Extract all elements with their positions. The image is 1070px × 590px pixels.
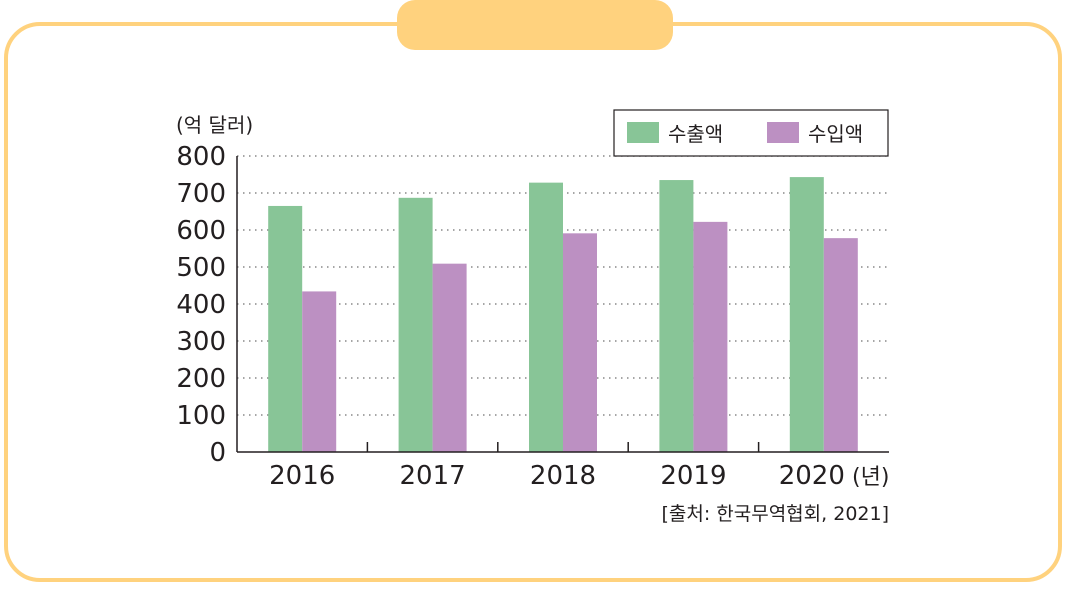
y-tick-label: 600 — [176, 216, 226, 246]
legend-label-export: 수출액 — [668, 122, 723, 146]
legend-box — [613, 109, 889, 157]
y-tick-label: 100 — [176, 401, 226, 431]
legend-swatch-export — [627, 122, 659, 143]
legend-label-import: 수입액 — [808, 122, 863, 146]
export-bar — [789, 177, 824, 452]
export-bar — [659, 180, 694, 453]
y-tick-label: 300 — [176, 327, 226, 357]
y-tick-label: 0 — [209, 438, 226, 468]
import-bar — [563, 233, 597, 452]
import-bar — [693, 221, 728, 452]
legend-swatch-import — [767, 122, 799, 143]
y-tick-label: 500 — [176, 253, 226, 283]
import-bar — [823, 238, 858, 452]
x-tick-label: 2018 — [530, 461, 596, 491]
x-tick-label: 2016 — [269, 461, 335, 491]
bars — [268, 177, 858, 453]
x-tick-label: 2017 — [400, 461, 466, 491]
title-tab — [397, 0, 673, 50]
x-tick-labels: 2016 2017 2018 2019 2020 — [269, 461, 845, 491]
x-axis-unit-label: (년) — [852, 465, 889, 490]
import-bar — [302, 291, 337, 452]
import-bar — [432, 263, 467, 452]
x-tick-marks — [366, 442, 760, 452]
x-tick-label: 2020 — [779, 461, 845, 491]
y-tick-label: 200 — [176, 364, 226, 394]
x-tick-label: 2019 — [660, 461, 726, 491]
source-note: [출처: 한국무역협회, 2021] — [661, 503, 889, 525]
export-bar — [529, 182, 563, 452]
y-tick-label: 800 — [176, 142, 226, 172]
axes — [236, 156, 889, 453]
y-tick-label: 400 — [176, 290, 226, 320]
export-bar — [268, 205, 303, 452]
y-tick-labels: 0 100 200 300 400 500 600 700 800 — [176, 142, 226, 468]
y-axis-unit-label: (억 달러) — [176, 113, 253, 137]
legend: 수출액 수입액 — [613, 109, 889, 157]
grid-lines — [237, 155, 889, 416]
y-tick-label: 700 — [176, 179, 226, 209]
export-bar — [398, 197, 433, 452]
